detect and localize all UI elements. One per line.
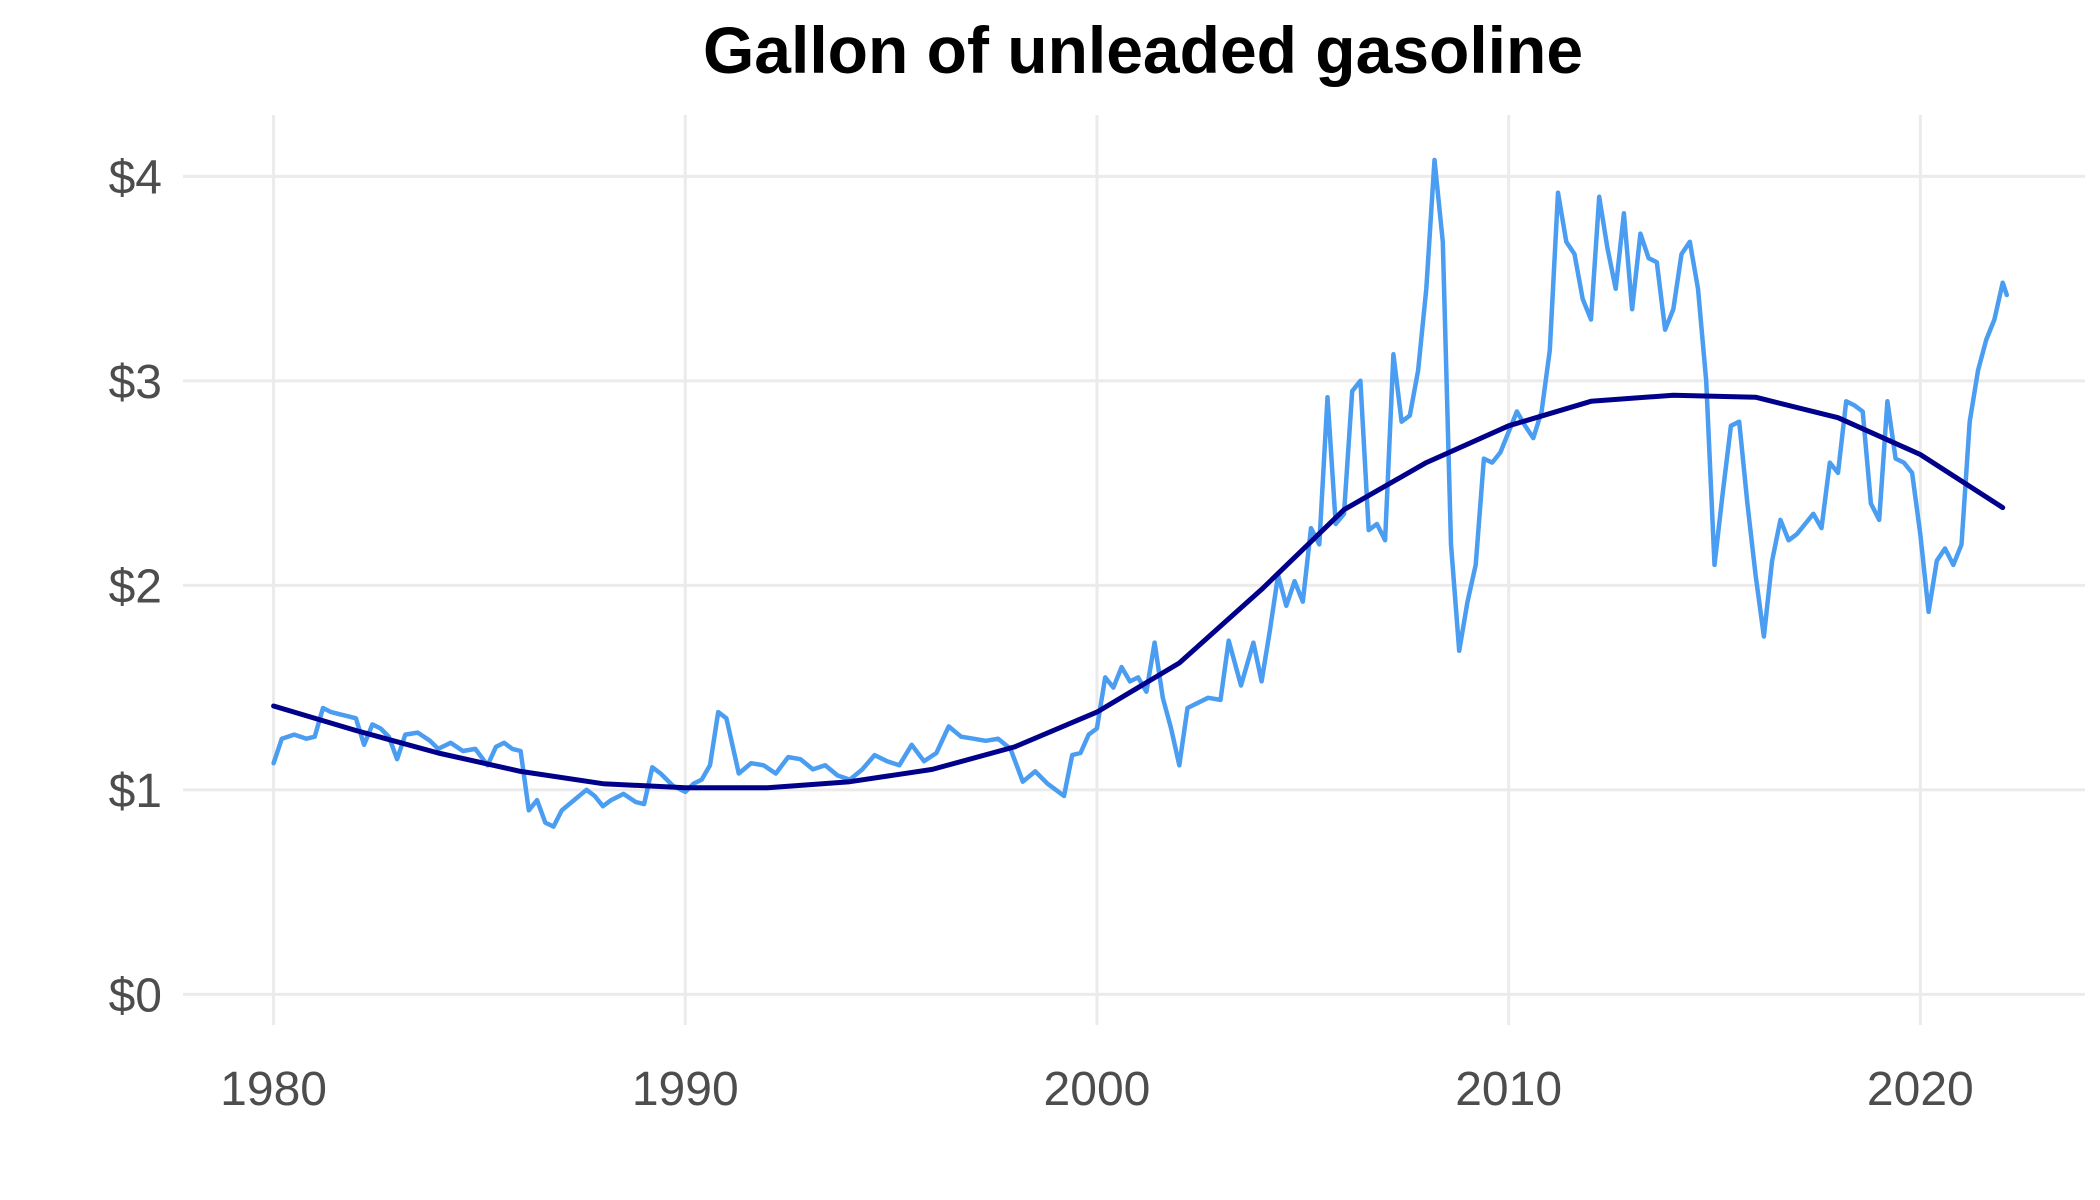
x-tick-label-2020: 2020 — [1867, 1063, 1974, 1116]
x-tick-label-1990: 1990 — [632, 1063, 739, 1116]
y-tick-label-4: $4 — [109, 151, 162, 204]
y-gridlines — [183, 174, 2085, 996]
y-tick-label-0: $0 — [109, 969, 162, 1022]
y-tick-label-1: $1 — [109, 765, 162, 818]
y-tick-label-3: $3 — [109, 356, 162, 409]
x-tick-label-2000: 2000 — [1044, 1063, 1151, 1116]
price-series-line — [271, 157, 2010, 829]
y-tick-label-2: $2 — [109, 560, 162, 613]
series-layer — [271, 157, 2010, 829]
chart-title: Gallon of unleaded gasoline — [703, 13, 1583, 87]
x-tick-labels: 1980 1990 2000 2010 2020 — [220, 1063, 1974, 1116]
x-tick-label-1980: 1980 — [220, 1063, 327, 1116]
y-tick-labels: $0 $1 $2 $3 $4 — [109, 151, 162, 1022]
x-tick-label-2010: 2010 — [1455, 1063, 1562, 1116]
trend-series-line — [271, 392, 2006, 791]
x-gridlines — [272, 115, 1922, 1025]
